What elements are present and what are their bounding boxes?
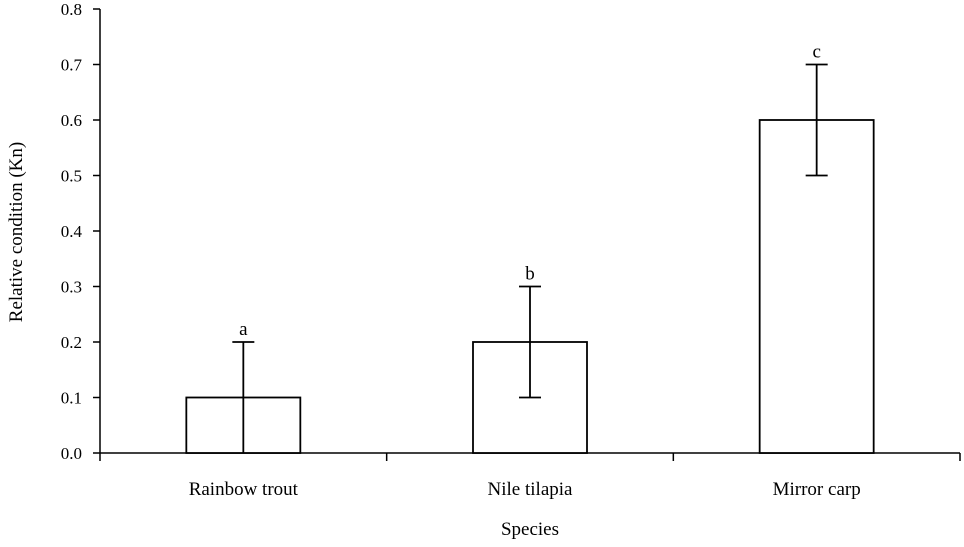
y-tick-label: 0.1 [61,389,82,408]
x-category-label: Mirror carp [773,479,861,500]
y-tick-label: 0.7 [61,56,83,75]
error-bars-group [232,63,828,453]
x-axis-title: Species [501,519,559,540]
y-tick-label: 0.5 [61,167,82,186]
y-tick-label: 0.8 [61,0,82,19]
x-category-label: Rainbow trout [189,479,299,500]
significance-letter: c [812,42,820,63]
y-axis-title: Relative condition (Kn) [6,142,27,322]
labels-group: Rainbow trout a Nile tilapia b Mirror carp c [189,42,861,501]
significance-letter: b [525,264,535,285]
y-tick-label: 0.0 [61,444,82,463]
y-tick-label: 0.6 [61,111,82,130]
significance-letter: a [239,319,248,340]
y-tick-label: 0.4 [61,222,83,241]
y-tick-label: 0.2 [61,333,82,352]
bars-group [185,119,875,454]
x-category-label: Nile tilapia [488,479,574,500]
y-tick-label: 0.3 [61,278,82,297]
